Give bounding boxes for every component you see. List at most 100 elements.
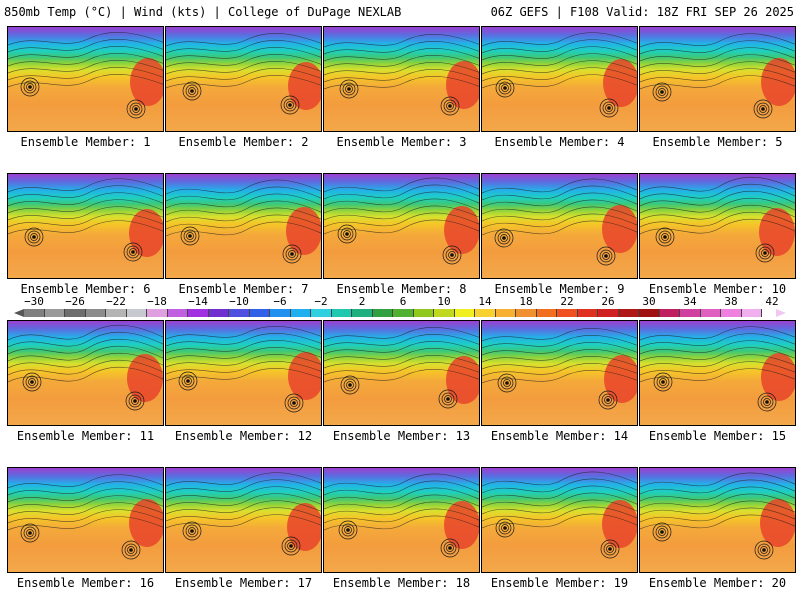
- low-pressure-center: [188, 234, 192, 238]
- colorbar-tick-label: −2: [314, 295, 328, 308]
- ensemble-member-label: Ensemble Member: 8: [336, 282, 467, 296]
- low-pressure-ring: [443, 541, 457, 555]
- low-pressure-ring: [758, 246, 772, 260]
- low-pressure-center: [604, 254, 608, 258]
- height-contour: [482, 349, 637, 363]
- low-pressure-ring: [756, 102, 770, 116]
- height-contour: [482, 39, 637, 54]
- warm-anomaly: [287, 503, 321, 551]
- height-contour: [166, 54, 321, 68]
- height-contour: [640, 361, 795, 376]
- height-contour: [324, 184, 479, 200]
- height-contour: [324, 34, 479, 48]
- colorbar-cell: [700, 309, 721, 317]
- height-contour: [482, 485, 637, 501]
- height-contour: [8, 199, 163, 214]
- colorbar-cell: [147, 309, 168, 317]
- low-pressure-center: [346, 528, 350, 532]
- height-contour: [640, 486, 795, 502]
- height-contour: [640, 75, 795, 90]
- height-contour: [8, 481, 163, 496]
- low-pressure-ring: [23, 526, 37, 540]
- low-pressure-ring: [346, 381, 354, 389]
- height-contour: [324, 334, 479, 348]
- low-pressure-ring: [754, 540, 774, 560]
- low-pressure-ring: [23, 80, 37, 94]
- colorbar-cell: [454, 309, 475, 317]
- low-pressure-center: [129, 548, 133, 552]
- colorbar-tick-label: 26: [601, 295, 615, 308]
- colorbar-cell: [577, 309, 598, 317]
- low-pressure-center: [134, 107, 138, 111]
- low-pressure-ring: [181, 374, 195, 388]
- height-contour: [324, 480, 479, 496]
- low-pressure-ring: [760, 546, 768, 554]
- low-pressure-ring: [20, 523, 40, 543]
- height-contour: [166, 40, 321, 54]
- low-pressure-ring: [441, 392, 455, 406]
- low-pressure-center: [190, 89, 194, 93]
- low-pressure-ring: [123, 242, 143, 262]
- ensemble-member-label: Ensemble Member: 15: [648, 429, 787, 443]
- low-pressure-ring: [442, 245, 462, 265]
- colorbar-tick-label: 34: [683, 295, 697, 308]
- height-contour: [8, 46, 163, 60]
- low-pressure-ring: [27, 230, 41, 244]
- low-pressure-ring: [602, 101, 616, 115]
- height-contour: [324, 62, 479, 76]
- low-pressure-ring: [30, 233, 38, 241]
- colorbar-arrow-right: [776, 309, 786, 317]
- height-contour: [324, 191, 479, 207]
- header-title: 850mb Temp (°C) | Wind (kts) | College o…: [4, 5, 402, 19]
- height-contour: [8, 206, 163, 221]
- height-contour: [640, 33, 795, 48]
- height-contour: [640, 54, 795, 69]
- low-pressure-ring: [446, 544, 454, 552]
- height-contour: [166, 61, 321, 75]
- colorbar-tick-label: −6: [273, 295, 287, 308]
- map-overlay: [640, 33, 795, 119]
- height-contour: [324, 212, 479, 228]
- low-pressure-center: [607, 106, 611, 110]
- ensemble-map-13: [323, 320, 480, 426]
- height-contour: [324, 48, 479, 62]
- colorbar-cell: [393, 309, 414, 317]
- low-pressure-ring: [503, 379, 511, 387]
- low-pressure-ring: [495, 518, 515, 538]
- height-contour: [640, 493, 795, 509]
- map-overlay: [8, 324, 163, 411]
- height-contour: [482, 356, 637, 370]
- height-contour: [8, 488, 163, 503]
- low-pressure-ring: [498, 81, 512, 95]
- height-contour: [8, 324, 163, 341]
- colorbar-cell: [352, 309, 373, 317]
- low-pressure-center: [448, 546, 452, 550]
- warm-anomaly: [446, 61, 479, 109]
- colorbar-ticks: −30 −26 −22 −18 −14 −10 −6 −2 2 6 10 14 18 22 26 30 34 38…: [10, 296, 790, 309]
- low-pressure-ring: [497, 231, 511, 245]
- colorbar-cell: [372, 309, 393, 317]
- ensemble-member-label: Ensemble Member: 10: [648, 282, 787, 296]
- low-pressure-ring: [124, 543, 138, 557]
- low-pressure-ring: [25, 375, 39, 389]
- low-pressure-ring: [753, 99, 773, 119]
- low-pressure-center: [606, 398, 610, 402]
- ensemble-member-label: Ensemble Member: 2: [178, 135, 309, 149]
- low-pressure-ring: [286, 101, 294, 109]
- low-pressure-ring: [182, 521, 202, 541]
- warm-anomaly: [760, 499, 795, 547]
- height-contour: [482, 74, 637, 89]
- low-pressure-ring: [445, 248, 459, 262]
- low-pressure-ring: [603, 542, 617, 556]
- low-pressure-center: [288, 103, 292, 107]
- height-contour: [482, 499, 637, 515]
- ensemble-map-15: [639, 320, 796, 426]
- colorbar-tick-label: −26: [65, 295, 85, 308]
- ensemble-map-14: [481, 320, 638, 426]
- ensemble-map-1: [7, 26, 164, 132]
- height-contour: [324, 362, 479, 376]
- colorbar-cell: [249, 309, 270, 317]
- colorbar-tick-label: 38: [724, 295, 738, 308]
- height-contour: [640, 47, 795, 62]
- height-contour: [166, 326, 321, 340]
